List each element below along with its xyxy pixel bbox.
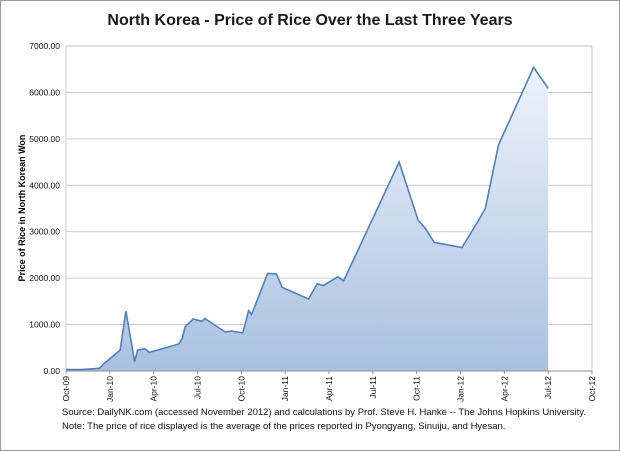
y-tick-label: 1000.00	[29, 320, 60, 330]
x-tick-label: Oct-12	[587, 376, 597, 402]
x-tick-label: Jan-11	[280, 376, 290, 402]
y-tick-label: 2000.00	[29, 273, 60, 283]
x-tick-label: Apr-11	[324, 376, 334, 401]
chart-title: North Korea - Price of Rice Over the Las…	[107, 12, 513, 29]
y-tick-label: 3000.00	[29, 227, 60, 237]
x-tick-label: Jul-10	[193, 376, 203, 399]
note-text: Note: The price of rice displayed is the…	[62, 421, 506, 432]
x-tick-label: Oct-09	[61, 376, 71, 402]
y-tick-label: 5000.00	[29, 134, 60, 144]
x-tick-label: Apr-10	[149, 376, 159, 402]
series-area	[66, 67, 549, 372]
x-tick-label: Oct-11	[412, 376, 422, 401]
x-tick-label: Jul-12	[543, 376, 553, 399]
x-tick-label: Jul-11	[368, 376, 378, 399]
y-tick-label: 7000.00	[29, 41, 60, 51]
x-tick-label: Apr-12	[499, 376, 509, 402]
source-text: Source: DailyNK.com (accessed November 2…	[62, 407, 586, 418]
y-tick-label: 4000.00	[29, 180, 60, 190]
x-tick-label: Oct-10	[236, 376, 246, 402]
y-tick-label: 0.00	[43, 366, 60, 376]
x-tick-label: Jan-12	[456, 376, 466, 402]
x-tick-label: Jan-10	[105, 376, 115, 402]
source-note: Source: DailyNK.com (accessed November 2…	[62, 406, 612, 434]
y-tick-label: 6000.00	[29, 87, 60, 97]
series-line	[66, 65, 549, 371]
